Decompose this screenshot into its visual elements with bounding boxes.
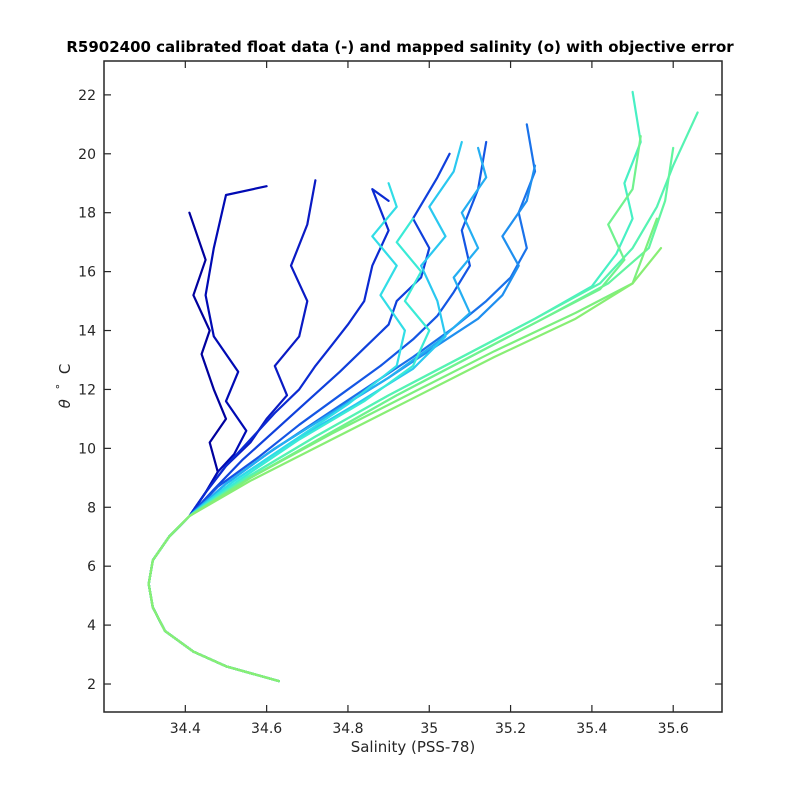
series-line-18	[147, 247, 663, 683]
y-tick-label: 6	[87, 559, 96, 575]
chart-title: R5902400 calibrated float data (-) and m…	[66, 38, 734, 56]
x-axis-label: Salinity (PSS-78)	[351, 738, 476, 756]
y-tick-label: 2	[87, 677, 96, 693]
y-axis-unit: C	[56, 364, 74, 374]
series-layer	[147, 90, 699, 683]
x-tick-label: 35.4	[576, 721, 607, 737]
tick-layer: 34.4 34.6 34.8 35 35.2 35.4 35.6 2 4 6 8 10 12 14 16 18…	[78, 61, 722, 737]
x-tick-label: 34.4	[170, 721, 201, 737]
y-tick-label: 20	[78, 147, 96, 163]
plot-frame	[103, 60, 723, 713]
y-tick-label: 22	[78, 88, 96, 104]
y-axis-symbol: θ	[56, 399, 74, 408]
y-tick-label: 18	[78, 206, 96, 222]
y-tick-label: 16	[78, 265, 96, 281]
y-axis-degree: °	[54, 384, 67, 390]
y-axis-label: θ ° C	[50, 364, 74, 409]
x-tick-label: 35	[420, 721, 438, 737]
y-tick-label: 14	[78, 324, 96, 340]
x-tick-label: 35.6	[658, 721, 689, 737]
y-tick-label: 12	[78, 382, 96, 398]
x-tick-label: 34.8	[332, 721, 363, 737]
y-tick-label: 8	[87, 500, 96, 516]
y-tick-label: 4	[87, 618, 96, 634]
x-tick-label: 34.6	[251, 721, 282, 737]
y-tick-label: 10	[78, 441, 96, 457]
x-tick-label: 35.2	[495, 721, 526, 737]
